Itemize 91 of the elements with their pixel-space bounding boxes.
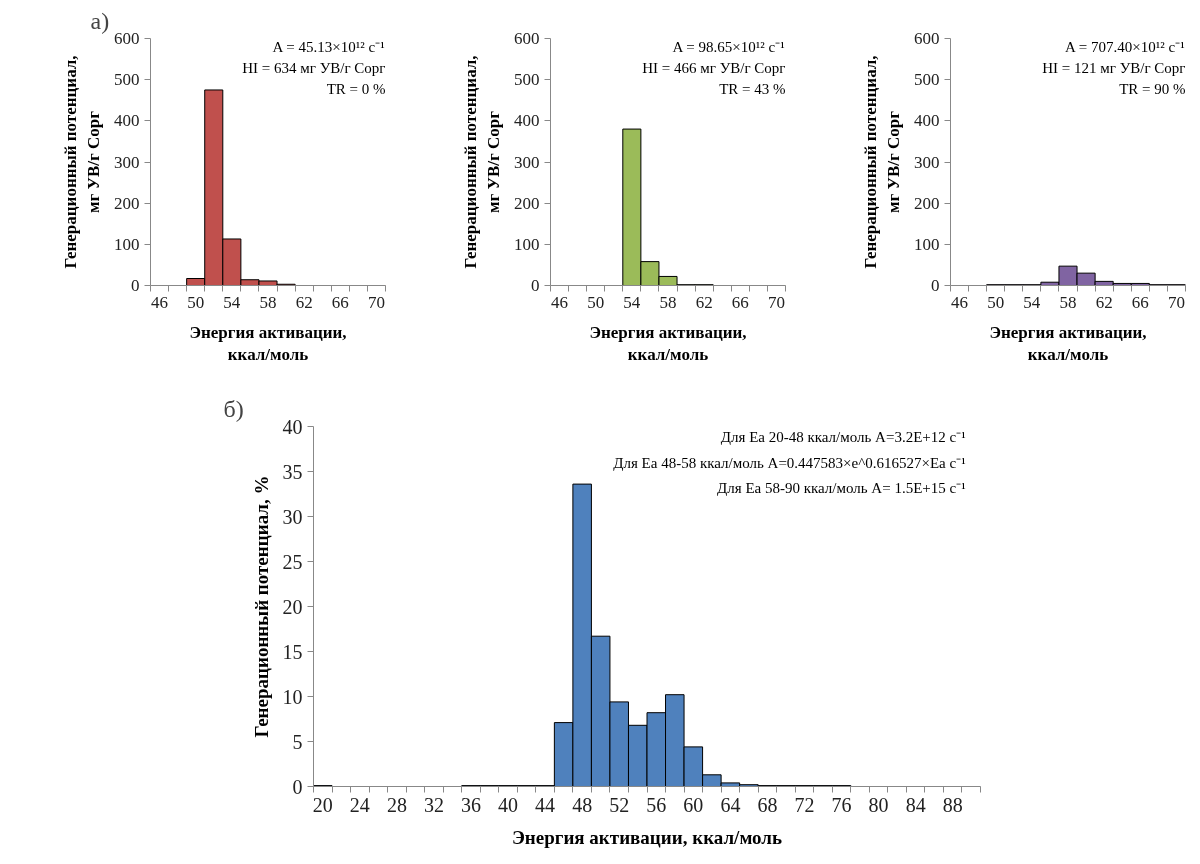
- x-tick-label: 24: [349, 793, 370, 816]
- x-tick-label: 44: [535, 793, 556, 816]
- x-tick-label: 72: [794, 793, 815, 816]
- x-axis-title: Энергия активации, ккал/моль: [589, 322, 747, 365]
- y-tick-label: 300: [114, 152, 140, 172]
- y-tick-label: 5: [292, 730, 303, 753]
- x-tick-label: 70: [1167, 292, 1185, 312]
- x-tick-label: 54: [223, 292, 241, 312]
- annotation: TR = 43 %: [719, 81, 786, 98]
- y-tick-label: 400: [514, 111, 540, 131]
- x-tick-label: 58: [659, 292, 677, 312]
- y-axis-title: Генерационный потенциал, мг УВ/г Сорг: [461, 55, 503, 269]
- annotation: TR = 0 %: [326, 81, 386, 98]
- x-tick-label: 56: [646, 793, 667, 816]
- x-axis-title: Энергия активации, ккал/моль: [989, 322, 1147, 365]
- y-tick-label: 400: [914, 111, 940, 131]
- y-tick-label: 400: [114, 111, 140, 131]
- x-tick-label: 46: [551, 292, 569, 312]
- x-tick-label: 50: [987, 292, 1005, 312]
- annotation: Для Ea 58-90 ккал/моль A= 1.5E+15 с⁻¹: [717, 479, 966, 496]
- y-tick-label: 0: [292, 775, 303, 798]
- y-tick-label: 200: [914, 193, 940, 213]
- y-tick-label: 40: [282, 415, 303, 438]
- annotation: Для Ea 48-58 ккал/моль A=0.447583×e^0.616527×Ea с⁻¹: [613, 454, 966, 471]
- x-tick-label: 88: [942, 793, 963, 816]
- y-tick-label: 600: [114, 29, 140, 48]
- annotation: TR = 90 %: [1119, 81, 1186, 98]
- x-tick-label: 52: [609, 793, 630, 816]
- y-tick-label: 0: [531, 276, 540, 295]
- y-tick-label: 200: [114, 193, 140, 213]
- y-tick-label: 300: [914, 152, 940, 172]
- x-tick-label: 66: [1131, 292, 1149, 312]
- x-tick-label: 36: [460, 793, 481, 816]
- x-tick-label: 40: [498, 793, 519, 816]
- x-tick-label: 46: [151, 292, 169, 312]
- annotation: A = 98.65×10¹² с⁻¹: [672, 39, 785, 56]
- x-tick-label: 60: [683, 793, 704, 816]
- x-axis-title: Энергия активации, ккал/моль: [189, 322, 347, 365]
- y-tick-label: 100: [914, 234, 940, 254]
- x-tick-label: 62: [1095, 292, 1113, 312]
- y-tick-label: 500: [914, 70, 940, 90]
- annotation: HI = 121 мг УВ/г Сорг: [1042, 60, 1186, 77]
- annotation: Для Ea 20-48 ккал/моль A=3.2E+12 с⁻¹: [720, 429, 966, 446]
- x-tick-label: 84: [905, 793, 926, 816]
- x-tick-label: 70: [367, 292, 385, 312]
- x-tick-label: 54: [623, 292, 641, 312]
- x-tick-label: 70: [767, 292, 785, 312]
- x-tick-label: 58: [259, 292, 277, 312]
- y-tick-label: 500: [514, 70, 540, 90]
- annotation: A = 45.13×10¹² с⁻¹: [272, 39, 385, 56]
- x-tick-label: 68: [757, 793, 778, 816]
- x-tick-label: 20: [312, 793, 333, 816]
- annotation: A = 707.40×10¹² с⁻¹: [1065, 39, 1185, 56]
- x-tick-label: 66: [731, 292, 749, 312]
- y-tick-label: 30: [282, 505, 303, 528]
- y-tick-label: 10: [282, 685, 303, 708]
- y-axis-title: Генерационный потенциал, %: [250, 475, 272, 738]
- y-tick-label: 600: [914, 29, 940, 48]
- y-tick-label: 35: [282, 460, 303, 483]
- x-tick-label: 76: [831, 793, 852, 816]
- annotation: HI = 466 мг УВ/г Сорг: [642, 60, 786, 77]
- y-tick-label: 600: [514, 29, 540, 48]
- y-tick-label: 20: [282, 595, 303, 618]
- y-tick-label: 200: [514, 193, 540, 213]
- x-tick-label: 48: [572, 793, 593, 816]
- x-tick-label: 50: [587, 292, 605, 312]
- y-tick-label: 0: [131, 276, 140, 295]
- y-tick-label: 25: [282, 550, 303, 573]
- y-tick-label: 15: [282, 640, 303, 663]
- x-tick-label: 28: [386, 793, 407, 816]
- y-axis-title: Генерационный потенциал, мг УВ/г Сорг: [61, 55, 103, 269]
- y-tick-label: 500: [114, 70, 140, 90]
- x-tick-label: 50: [187, 292, 205, 312]
- x-tick-label: 46: [951, 292, 969, 312]
- y-axis-title: Генерационный потенциал, мг УВ/г Сорг: [861, 55, 903, 269]
- y-tick-label: 100: [514, 234, 540, 254]
- x-tick-label: 58: [1059, 292, 1077, 312]
- x-tick-label: 64: [720, 793, 741, 816]
- y-tick-label: 0: [931, 276, 940, 295]
- chart-title: а): [90, 7, 110, 34]
- x-tick-label: 80: [868, 793, 889, 816]
- annotation: HI = 634 мг УВ/г Сорг: [242, 60, 386, 77]
- x-tick-label: 66: [331, 292, 349, 312]
- y-tick-label: 100: [114, 234, 140, 254]
- y-tick-label: 300: [514, 152, 540, 172]
- chart-title: б): [223, 395, 244, 422]
- x-tick-label: 32: [423, 793, 444, 816]
- x-tick-label: 54: [1023, 292, 1041, 312]
- x-tick-label: 62: [695, 292, 713, 312]
- x-tick-label: 62: [295, 292, 313, 312]
- x-axis-title: Энергия активации, ккал/моль: [511, 826, 783, 848]
